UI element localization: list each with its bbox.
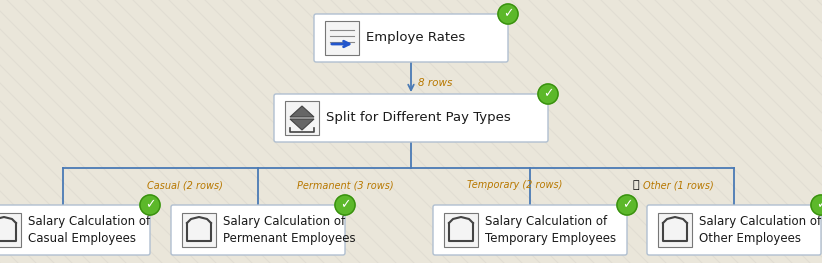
FancyBboxPatch shape — [658, 213, 692, 247]
Text: Temporary (2 rows): Temporary (2 rows) — [468, 180, 563, 190]
FancyBboxPatch shape — [647, 205, 821, 255]
Text: ✓: ✓ — [145, 199, 155, 211]
Text: ✓: ✓ — [339, 199, 350, 211]
Text: 8 rows: 8 rows — [418, 78, 452, 88]
FancyBboxPatch shape — [314, 14, 508, 62]
FancyBboxPatch shape — [171, 205, 345, 255]
FancyBboxPatch shape — [182, 213, 216, 247]
Text: Employe Rates: Employe Rates — [366, 32, 465, 44]
FancyBboxPatch shape — [274, 94, 548, 142]
FancyBboxPatch shape — [444, 213, 478, 247]
Text: Salary Calculation of
Casual Employees: Salary Calculation of Casual Employees — [28, 215, 150, 245]
Text: ✓: ✓ — [543, 88, 553, 100]
Text: ✓: ✓ — [621, 199, 632, 211]
Text: Salary Calculation of
Temporary Employees: Salary Calculation of Temporary Employee… — [485, 215, 616, 245]
Circle shape — [498, 4, 518, 24]
Polygon shape — [290, 119, 314, 130]
Text: Permanent (3 rows): Permanent (3 rows) — [297, 180, 393, 190]
FancyBboxPatch shape — [433, 205, 627, 255]
Text: 🔍: 🔍 — [633, 180, 640, 190]
FancyBboxPatch shape — [0, 205, 150, 255]
Circle shape — [538, 84, 558, 104]
Text: ✓: ✓ — [503, 8, 513, 21]
FancyBboxPatch shape — [285, 101, 319, 135]
FancyBboxPatch shape — [325, 21, 359, 55]
Circle shape — [811, 195, 822, 215]
Text: Salary Calculation of
Permenant Employees: Salary Calculation of Permenant Employee… — [223, 215, 356, 245]
Polygon shape — [290, 106, 314, 117]
Circle shape — [617, 195, 637, 215]
Text: Casual (2 rows): Casual (2 rows) — [147, 180, 223, 190]
Text: Split for Different Pay Types: Split for Different Pay Types — [326, 112, 510, 124]
FancyBboxPatch shape — [0, 213, 21, 247]
Text: Other (1 rows): Other (1 rows) — [643, 180, 713, 190]
Circle shape — [335, 195, 355, 215]
Text: ✓: ✓ — [815, 199, 822, 211]
Circle shape — [140, 195, 160, 215]
Text: Salary Calculation of
Other Employees: Salary Calculation of Other Employees — [699, 215, 821, 245]
